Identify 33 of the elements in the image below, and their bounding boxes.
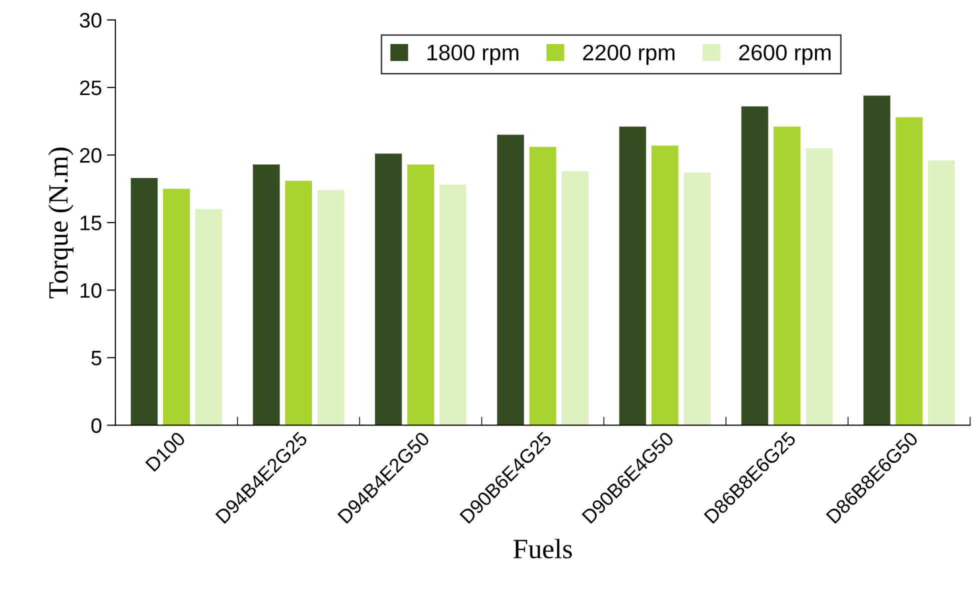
bar: [130, 178, 158, 426]
bar: [863, 96, 890, 426]
y-tick-label: 5: [91, 350, 102, 366]
bar: [252, 164, 280, 426]
bar: [774, 126, 800, 426]
bar: [317, 190, 344, 426]
bar: [407, 164, 434, 426]
y-tick-label: 0: [91, 418, 102, 433]
legend-label: 2600 rpm: [739, 44, 831, 65]
bar: [529, 146, 556, 426]
bar: [741, 106, 768, 426]
bar: [619, 126, 646, 426]
bar: [285, 180, 312, 426]
bar: [497, 134, 524, 426]
x-axis-title: Fuels: [513, 538, 572, 558]
bar: [375, 154, 402, 426]
bar: [896, 117, 923, 426]
legend-label: 1800 rpm: [428, 44, 518, 65]
y-tick-label: 10: [80, 283, 102, 298]
bar: [806, 148, 833, 426]
bar: [562, 171, 588, 426]
y-tick-label: 15: [80, 216, 102, 230]
bar: [195, 209, 222, 426]
bar: [439, 184, 466, 426]
bar: [163, 188, 190, 426]
y-axis-title: Torque (N.m): [48, 148, 74, 298]
y-tick-label: 20: [80, 148, 102, 163]
y-tick-label: 25: [80, 80, 102, 96]
bar: [928, 160, 955, 426]
y-tick-label: 30: [80, 12, 102, 28]
legend-label: 2200 rpm: [583, 44, 674, 65]
bar: [684, 172, 711, 426]
bar: [651, 146, 678, 426]
